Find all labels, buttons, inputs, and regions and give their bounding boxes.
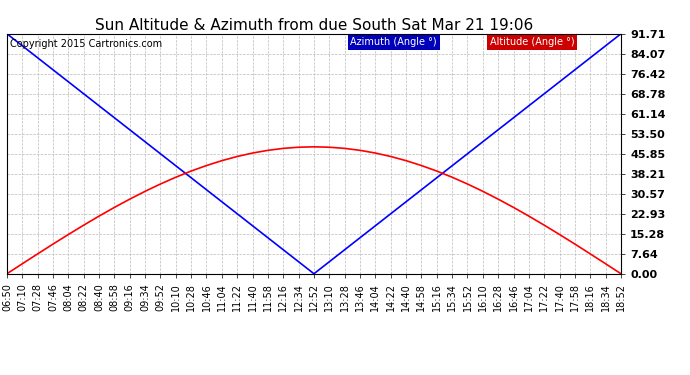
Text: Azimuth (Angle °): Azimuth (Angle °) — [351, 38, 437, 47]
Text: Altitude (Angle °): Altitude (Angle °) — [490, 38, 574, 47]
Text: Copyright 2015 Cartronics.com: Copyright 2015 Cartronics.com — [10, 39, 162, 48]
Title: Sun Altitude & Azimuth from due South Sat Mar 21 19:06: Sun Altitude & Azimuth from due South Sa… — [95, 18, 533, 33]
